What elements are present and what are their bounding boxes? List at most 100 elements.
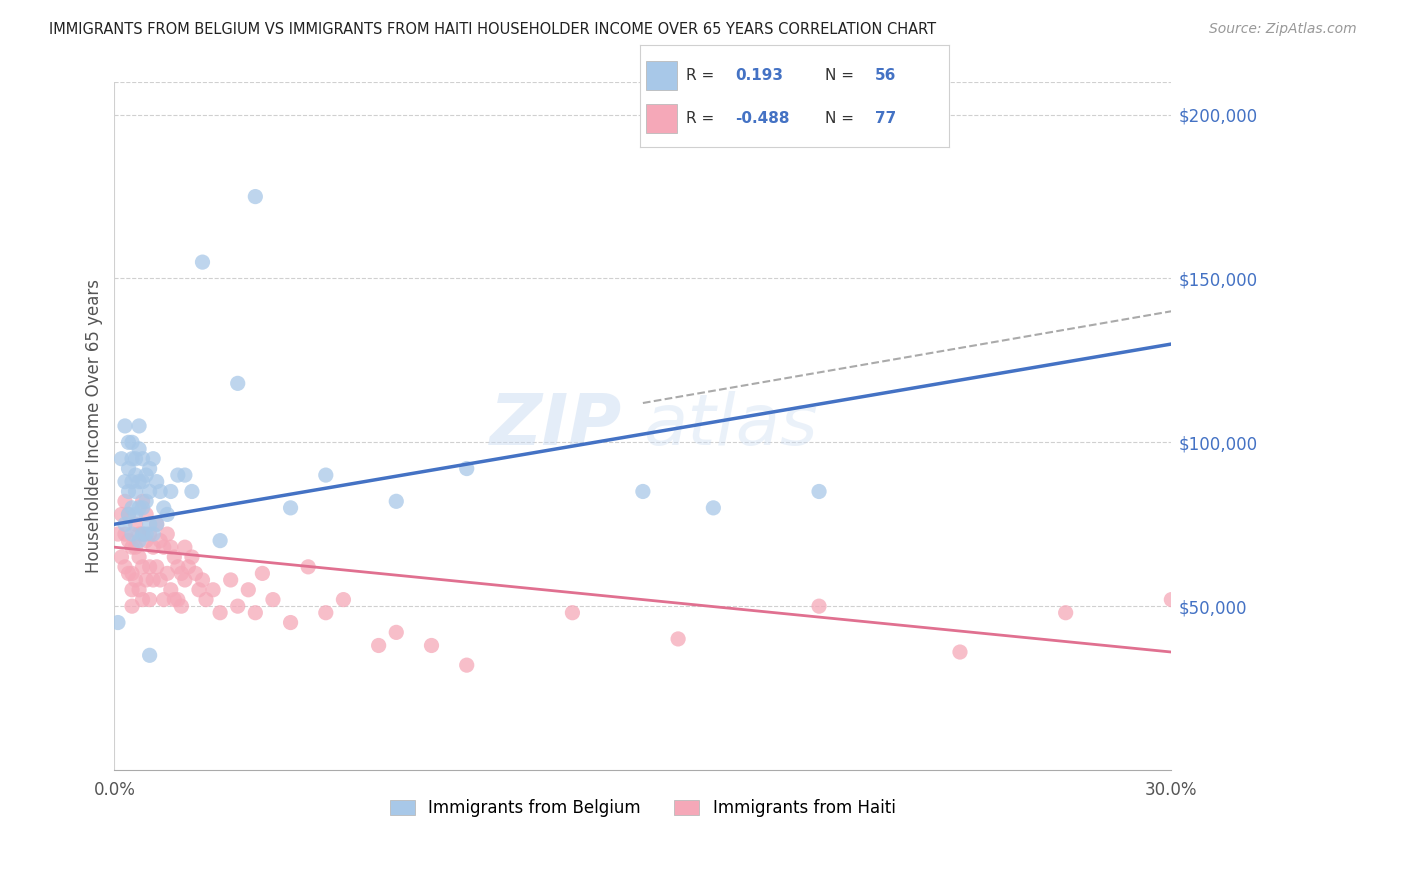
Point <box>561 606 583 620</box>
Point <box>117 484 139 499</box>
Point <box>252 566 274 581</box>
Point <box>131 592 153 607</box>
Point <box>114 517 136 532</box>
Point <box>121 566 143 581</box>
Text: N =: N = <box>825 111 859 126</box>
Point <box>138 461 160 475</box>
Point <box>1054 606 1077 620</box>
Point <box>128 549 150 564</box>
Point <box>156 566 179 581</box>
Text: R =: R = <box>686 68 720 83</box>
Point <box>121 435 143 450</box>
Point <box>121 451 143 466</box>
Point <box>114 527 136 541</box>
Point <box>142 527 165 541</box>
Text: 0.193: 0.193 <box>735 68 783 83</box>
Point <box>367 639 389 653</box>
Point <box>135 573 157 587</box>
Point <box>315 468 337 483</box>
Point <box>128 475 150 489</box>
Text: 77: 77 <box>875 111 896 126</box>
Point <box>385 494 408 508</box>
Point <box>131 527 153 541</box>
Point <box>121 475 143 489</box>
Point <box>138 527 160 541</box>
Point <box>420 639 443 653</box>
Point <box>124 468 146 483</box>
Point <box>121 500 143 515</box>
Point <box>280 615 302 630</box>
Point <box>131 500 153 515</box>
Point <box>128 533 150 548</box>
Point <box>808 484 831 499</box>
Point <box>131 475 153 489</box>
Point <box>152 592 174 607</box>
Point <box>949 645 972 659</box>
Point <box>170 599 193 614</box>
Point <box>332 592 354 607</box>
Point <box>142 540 165 554</box>
Point <box>159 582 181 597</box>
Point <box>124 573 146 587</box>
Point <box>209 606 232 620</box>
Point <box>145 517 167 532</box>
Point <box>121 582 143 597</box>
Point <box>124 517 146 532</box>
Point <box>163 549 186 564</box>
Point <box>166 592 188 607</box>
Point <box>131 494 153 508</box>
Point <box>1160 592 1182 607</box>
Point <box>184 566 207 581</box>
Point <box>128 527 150 541</box>
Point <box>456 658 478 673</box>
Point <box>128 582 150 597</box>
Point <box>138 592 160 607</box>
Point <box>181 549 204 564</box>
Point <box>131 451 153 466</box>
Point <box>152 540 174 554</box>
Point <box>163 592 186 607</box>
Point <box>666 632 689 646</box>
Point <box>124 540 146 554</box>
Point <box>297 559 319 574</box>
Point <box>117 533 139 548</box>
Point <box>188 582 211 597</box>
Point <box>124 451 146 466</box>
Y-axis label: Householder Income Over 65 years: Householder Income Over 65 years <box>86 279 103 573</box>
Legend: Immigrants from Belgium, Immigrants from Haiti: Immigrants from Belgium, Immigrants from… <box>384 792 903 823</box>
Text: N =: N = <box>825 68 859 83</box>
Point <box>117 508 139 522</box>
Point <box>181 484 204 499</box>
Point <box>173 468 195 483</box>
Point <box>166 559 188 574</box>
Point <box>128 442 150 456</box>
FancyBboxPatch shape <box>645 104 676 133</box>
Point <box>138 559 160 574</box>
Point <box>808 599 831 614</box>
Point <box>177 559 200 574</box>
Point <box>138 484 160 499</box>
Point <box>191 255 214 269</box>
Point <box>110 451 132 466</box>
Point <box>173 573 195 587</box>
Point <box>631 484 654 499</box>
Point <box>262 592 284 607</box>
Point <box>145 475 167 489</box>
Point <box>202 582 225 597</box>
Point <box>149 533 172 548</box>
Point <box>245 606 267 620</box>
Point <box>152 500 174 515</box>
Point <box>135 508 157 522</box>
Point <box>145 517 167 532</box>
Point <box>135 533 157 548</box>
Point <box>110 508 132 522</box>
Point <box>159 484 181 499</box>
Point <box>702 500 724 515</box>
Point <box>124 508 146 522</box>
Point <box>135 494 157 508</box>
Point <box>138 648 160 663</box>
Point <box>226 599 249 614</box>
Point <box>142 451 165 466</box>
Point <box>170 566 193 581</box>
Text: 56: 56 <box>875 68 896 83</box>
